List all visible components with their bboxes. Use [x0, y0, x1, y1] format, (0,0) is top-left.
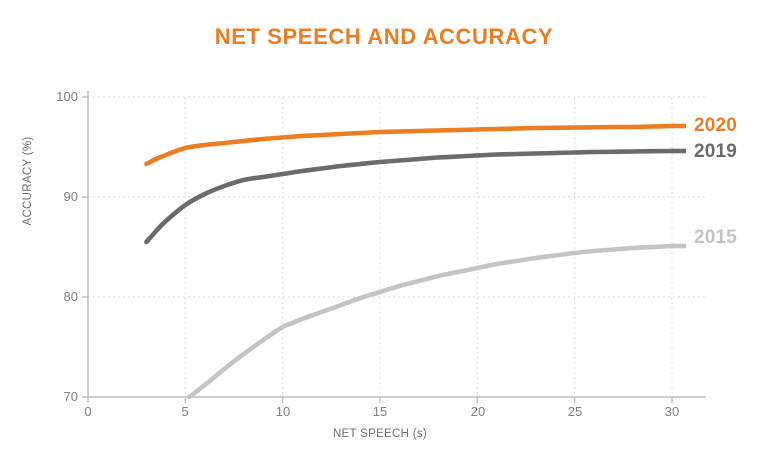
x-axis-title: NET SPEECH (s)	[332, 428, 428, 440]
x-tick-label-25: 25	[567, 404, 583, 419]
y-tick-label-100: 100	[56, 89, 78, 104]
series-line-2020	[144, 123, 675, 167]
x-tick-label-20: 20	[470, 404, 486, 419]
series-label-2019: 2019	[694, 141, 738, 162]
y-tick-label-80: 80	[63, 289, 78, 304]
series-lines	[144, 123, 686, 400]
series-line-2019	[144, 148, 675, 245]
axis-lines	[87, 91, 706, 398]
series-line-2015	[186, 243, 675, 400]
x-tick-label-15: 15	[372, 404, 388, 419]
y-tick-label-90: 90	[63, 189, 78, 204]
x-tick-label-30: 30	[664, 404, 680, 419]
x-tick-label-0: 0	[84, 404, 92, 419]
series-label-2020: 2020	[694, 115, 738, 136]
chart-title: NET SPEECH AND ACCURACY	[214, 24, 554, 49]
series-label-2015: 2015	[694, 227, 738, 248]
axis-ticks	[82, 96, 673, 403]
x-tick-label-10: 10	[275, 404, 291, 419]
y-tick-label-70: 70	[63, 389, 78, 404]
gridlines	[88, 96, 706, 397]
x-tick-label-5: 5	[181, 404, 189, 419]
